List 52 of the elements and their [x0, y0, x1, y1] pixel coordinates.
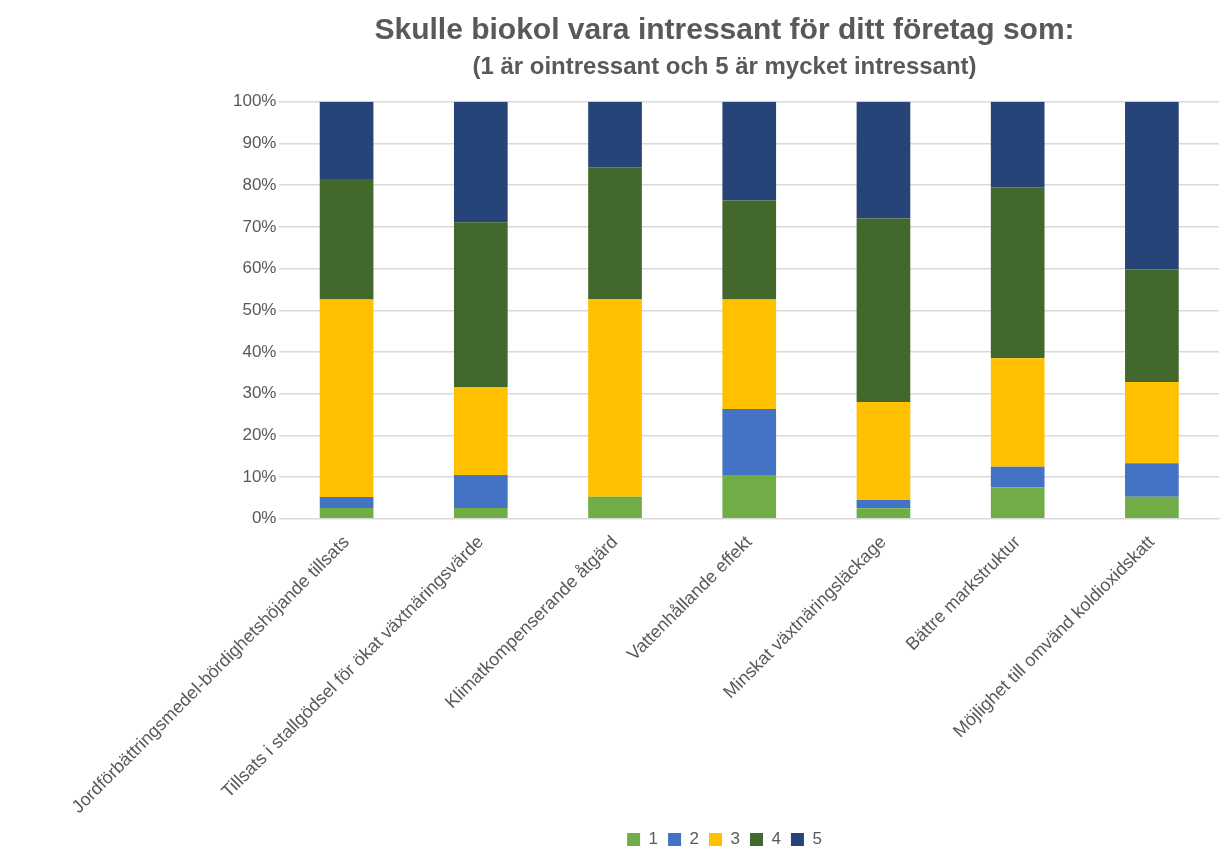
- bar: [453, 474, 508, 508]
- chart-title: Skulle biokol vara intressant för ditt företag som:: [374, 12, 1075, 46]
- bar: [856, 499, 911, 509]
- bar: [722, 101, 777, 201]
- bar: [588, 496, 642, 519]
- bar: [1125, 496, 1179, 519]
- y-tick-label: 80%: [242, 174, 277, 194]
- bar: [453, 222, 508, 387]
- chart-subtitle: (1 är ointressant och 5 är mycket intressant): [472, 52, 977, 80]
- bar: [453, 507, 508, 519]
- legend-label: 5: [812, 829, 822, 849]
- bar: [1125, 101, 1179, 270]
- bar: [990, 487, 1045, 519]
- bar: [319, 101, 374, 179]
- bar: [453, 101, 508, 223]
- legend-label: 2: [689, 829, 700, 849]
- y-tick-label: 70%: [242, 216, 277, 236]
- y-tick-label: 100%: [233, 91, 277, 111]
- y-tick-label: 10%: [242, 466, 277, 486]
- bar: [856, 402, 911, 500]
- bar: [319, 299, 374, 498]
- legend-label: 3: [730, 829, 740, 849]
- bar: [588, 101, 642, 168]
- bar: [588, 167, 642, 300]
- bar: [1125, 269, 1179, 382]
- bar: [990, 187, 1045, 359]
- y-tick-label: 20%: [242, 425, 277, 445]
- bar: [319, 178, 374, 300]
- y-tick-label: 0%: [251, 508, 277, 528]
- legend-label: 1: [648, 829, 659, 849]
- y-tick-label: 60%: [242, 258, 277, 278]
- bar: [1125, 463, 1179, 497]
- y-tick-label: 40%: [242, 341, 277, 361]
- bar: [856, 218, 911, 403]
- bar: [722, 409, 777, 475]
- bar: [856, 508, 911, 519]
- bar: [588, 299, 642, 497]
- bar: [319, 507, 374, 519]
- bar: [319, 497, 374, 508]
- bar: [453, 387, 508, 475]
- y-tick-label: 30%: [242, 383, 277, 403]
- bar: [856, 101, 911, 219]
- bar: [1125, 381, 1179, 464]
- bar: [722, 299, 777, 410]
- y-tick-label: 50%: [242, 299, 277, 319]
- bar: [722, 474, 777, 519]
- bar: [990, 358, 1045, 467]
- bar: [722, 200, 777, 300]
- bar: [990, 466, 1045, 488]
- bar: [990, 101, 1045, 188]
- legend-label: 4: [771, 829, 781, 849]
- y-tick-label: 90%: [242, 133, 277, 153]
